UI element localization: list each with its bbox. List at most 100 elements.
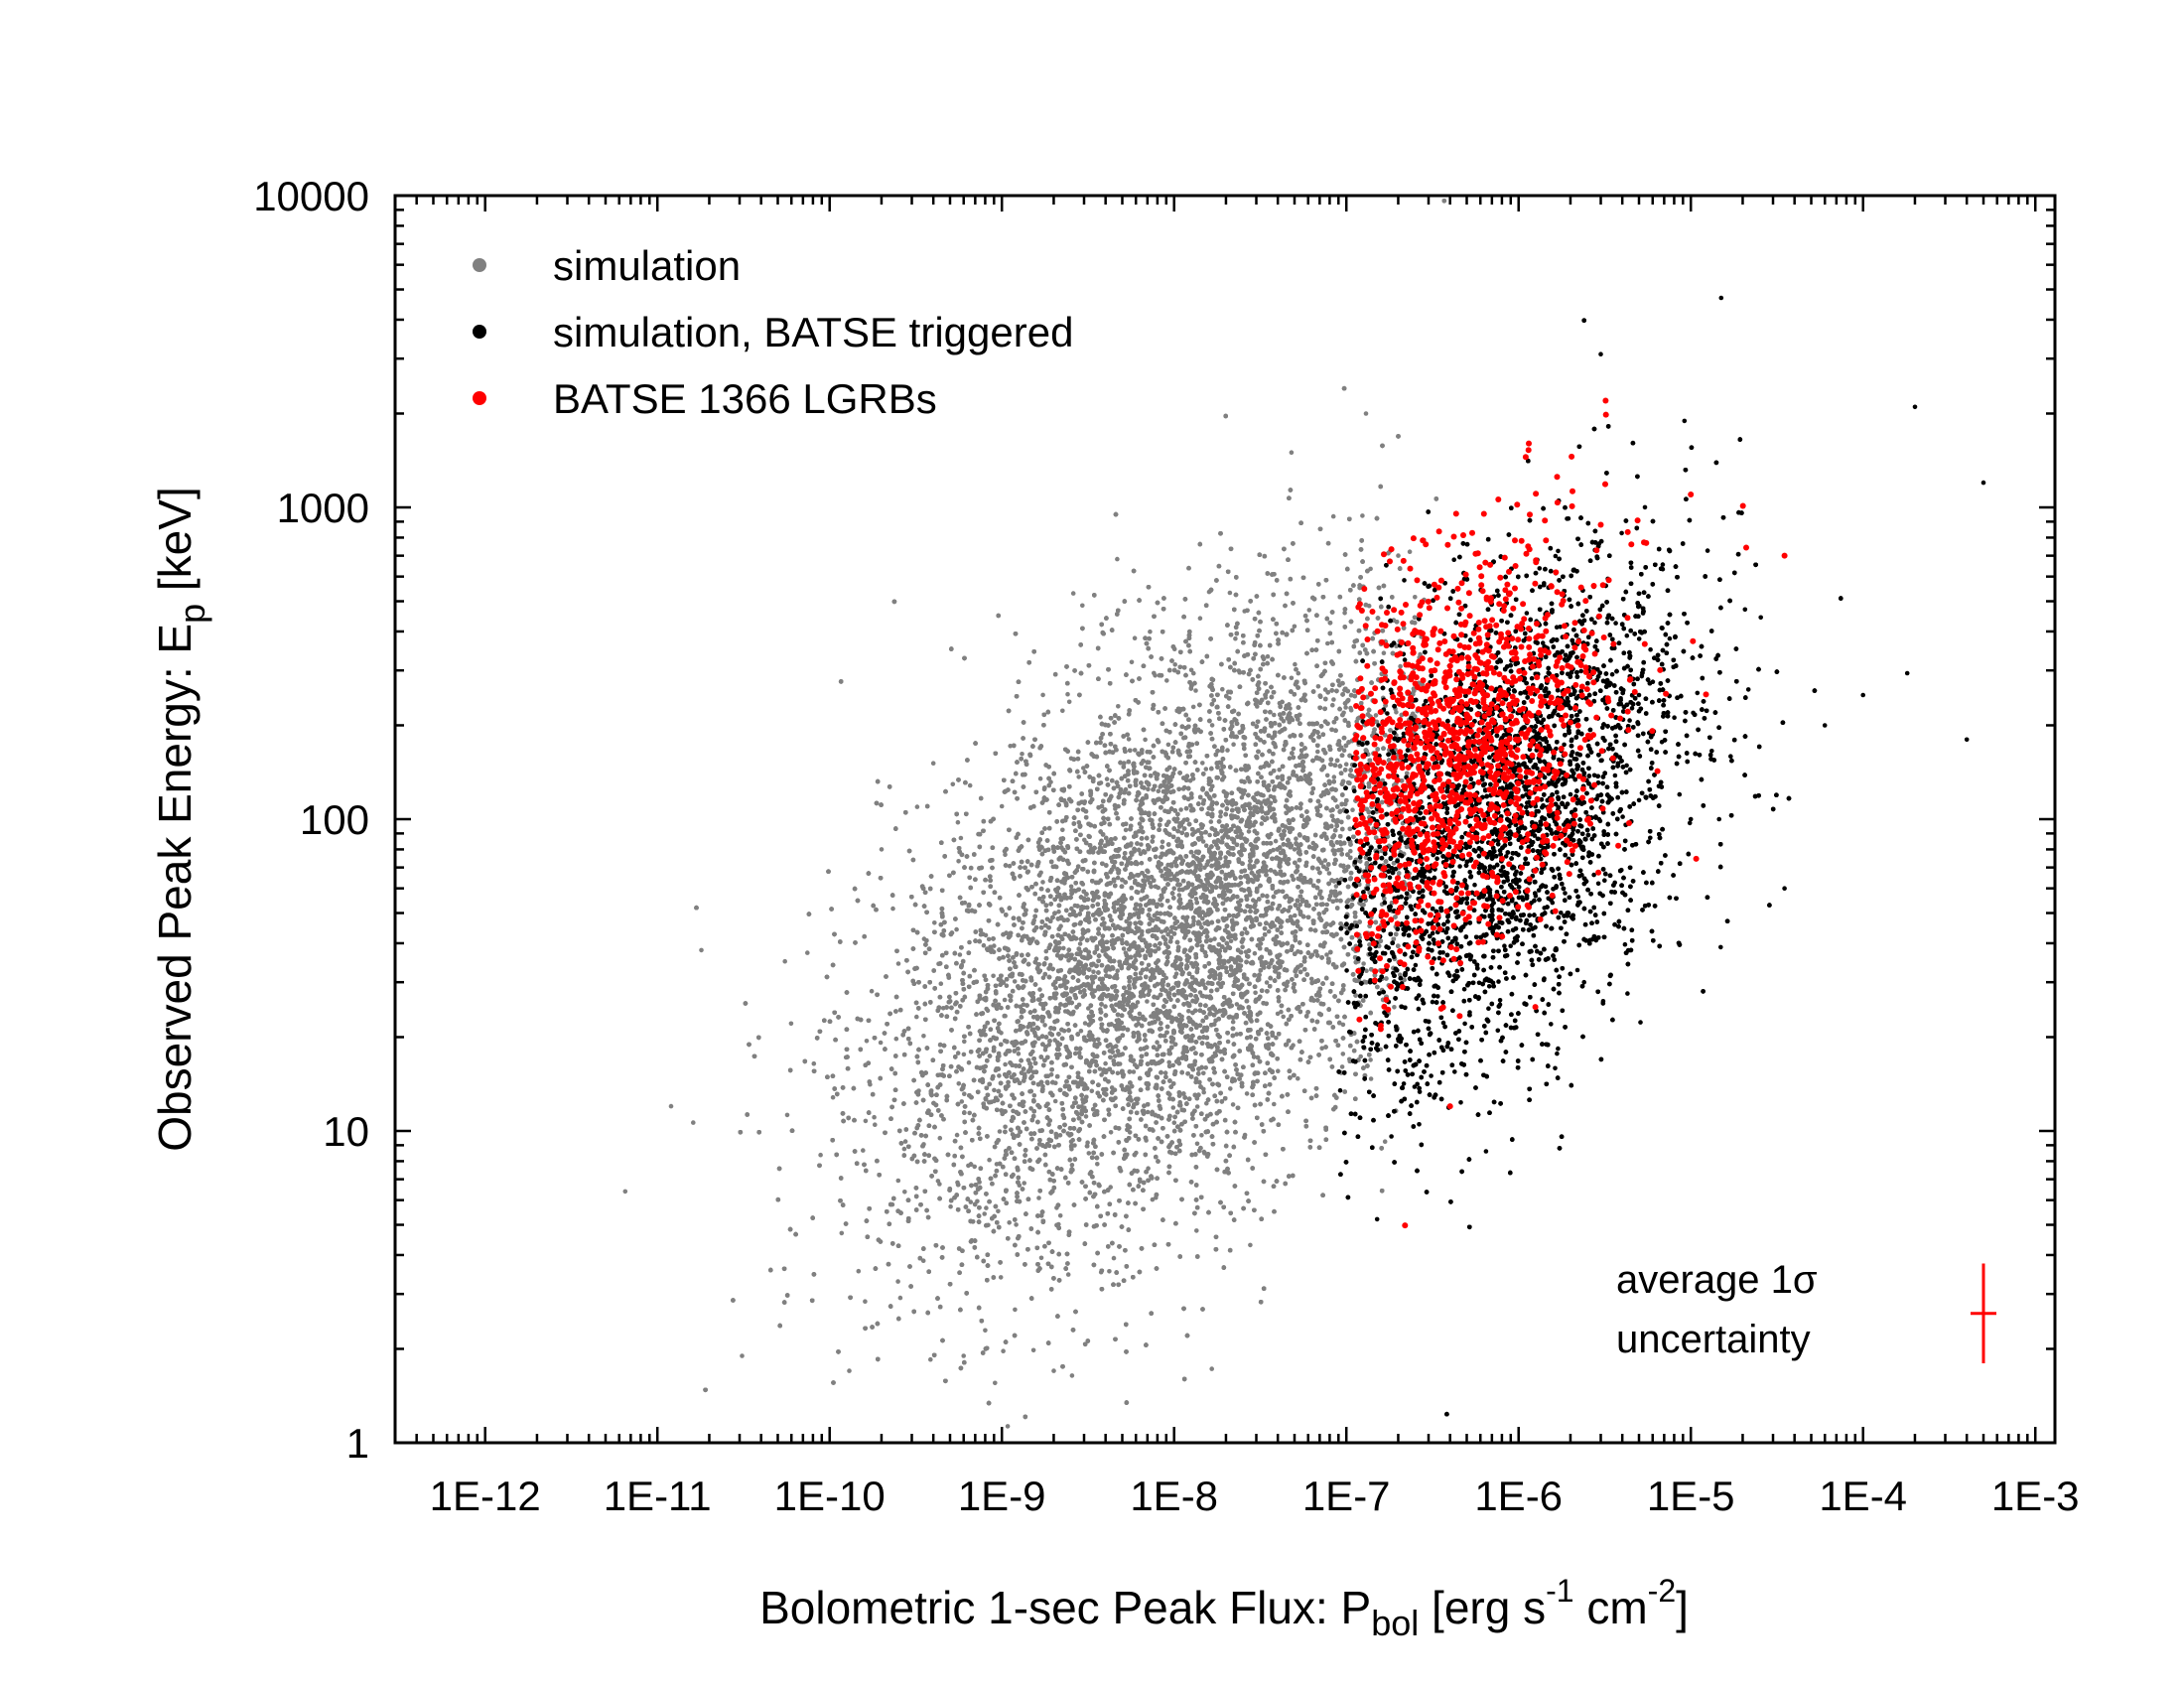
data-point — [788, 1021, 794, 1027]
data-point — [1293, 661, 1297, 667]
data-point — [1266, 928, 1272, 934]
data-point — [1097, 1066, 1103, 1071]
data-point — [1287, 756, 1293, 761]
data-point — [1172, 662, 1177, 667]
data-point — [1038, 1255, 1044, 1261]
data-point — [1255, 704, 1260, 709]
data-point — [902, 1190, 907, 1195]
data-point — [1002, 997, 1008, 1003]
data-point — [1078, 1029, 1084, 1034]
data-point — [1115, 968, 1120, 973]
data-point — [1012, 979, 1018, 984]
data-point — [1315, 684, 1321, 689]
data-point — [1040, 692, 1045, 698]
data-point — [1076, 774, 1081, 779]
data-point — [901, 1146, 907, 1152]
data-point — [1398, 663, 1403, 669]
data-point — [1228, 1086, 1233, 1091]
data-point — [1028, 1106, 1033, 1111]
data-point — [872, 1114, 877, 1120]
data-point — [1193, 1079, 1198, 1085]
data-point — [1244, 1091, 1250, 1096]
data-point — [1306, 608, 1312, 613]
data-point — [1296, 1075, 1300, 1081]
data-point — [1227, 590, 1233, 596]
data-point — [861, 1148, 866, 1153]
data-point — [873, 1122, 878, 1127]
data-point — [1003, 1124, 1008, 1130]
data-point — [1013, 1307, 1018, 1313]
data-point — [955, 1051, 961, 1055]
data-point — [1358, 1054, 1363, 1059]
data-point — [966, 1059, 972, 1065]
data-point — [1292, 624, 1297, 630]
data-point — [1036, 1196, 1041, 1200]
data-point — [1065, 691, 1070, 697]
data-point — [1132, 635, 1138, 640]
data-point — [1382, 1139, 1388, 1144]
data-point — [1199, 1133, 1204, 1138]
data-point — [1209, 1366, 1214, 1371]
data-point — [1004, 1152, 1010, 1157]
data-point — [1228, 938, 1234, 943]
data-point — [1040, 975, 1046, 980]
data-point — [1326, 897, 1332, 903]
data-point — [1107, 1269, 1112, 1274]
data-point — [1330, 513, 1336, 519]
data-point — [1153, 673, 1158, 678]
data-point — [1220, 686, 1225, 692]
data-point — [1288, 734, 1293, 739]
data-point — [1348, 848, 1353, 854]
data-point — [956, 1081, 962, 1086]
data-point — [691, 1120, 696, 1125]
data-point — [1115, 875, 1121, 881]
data-point — [893, 1036, 899, 1042]
data-point — [1037, 775, 1043, 781]
data-point — [1072, 1051, 1078, 1056]
data-point — [1308, 976, 1314, 982]
data-point — [991, 973, 996, 979]
data-point — [1066, 699, 1072, 705]
data-point — [968, 1199, 974, 1204]
data-point — [1188, 667, 1194, 673]
data-point — [864, 1039, 870, 1044]
data-point — [958, 835, 964, 841]
data-point — [1123, 827, 1129, 833]
data-point — [1129, 659, 1135, 665]
data-point — [1340, 1022, 1346, 1028]
data-point — [982, 1211, 987, 1216]
data-point — [997, 1073, 1002, 1078]
data-point — [1065, 1272, 1071, 1277]
data-point — [1293, 913, 1297, 918]
data-point — [1165, 742, 1171, 748]
data-point — [1037, 997, 1042, 1002]
data-point — [1048, 1072, 1054, 1077]
data-point — [1146, 786, 1151, 792]
data-point — [1146, 1166, 1151, 1171]
data-point — [1061, 945, 1066, 951]
data-point — [1204, 1100, 1209, 1106]
data-point — [1022, 1181, 1026, 1186]
data-point — [1313, 949, 1319, 954]
data-point — [1291, 746, 1297, 752]
data-point — [1116, 803, 1121, 809]
data-point — [1081, 766, 1086, 771]
data-point — [1264, 980, 1270, 985]
data-point — [1331, 774, 1337, 779]
data-point — [1089, 1088, 1095, 1094]
data-point — [1171, 1120, 1177, 1125]
data-point — [1348, 705, 1353, 711]
data-point — [1052, 1098, 1058, 1104]
data-point — [1111, 1255, 1117, 1261]
data-point — [961, 1052, 967, 1057]
data-point — [895, 961, 901, 966]
data-point — [1068, 884, 1074, 890]
data-point — [1060, 827, 1065, 833]
data-point — [1121, 946, 1127, 951]
data-point — [986, 936, 992, 942]
data-point — [1193, 897, 1199, 902]
data-point — [1090, 980, 1096, 985]
data-point — [1296, 670, 1301, 676]
data-point — [1166, 1059, 1171, 1065]
data-point — [1170, 1105, 1176, 1110]
